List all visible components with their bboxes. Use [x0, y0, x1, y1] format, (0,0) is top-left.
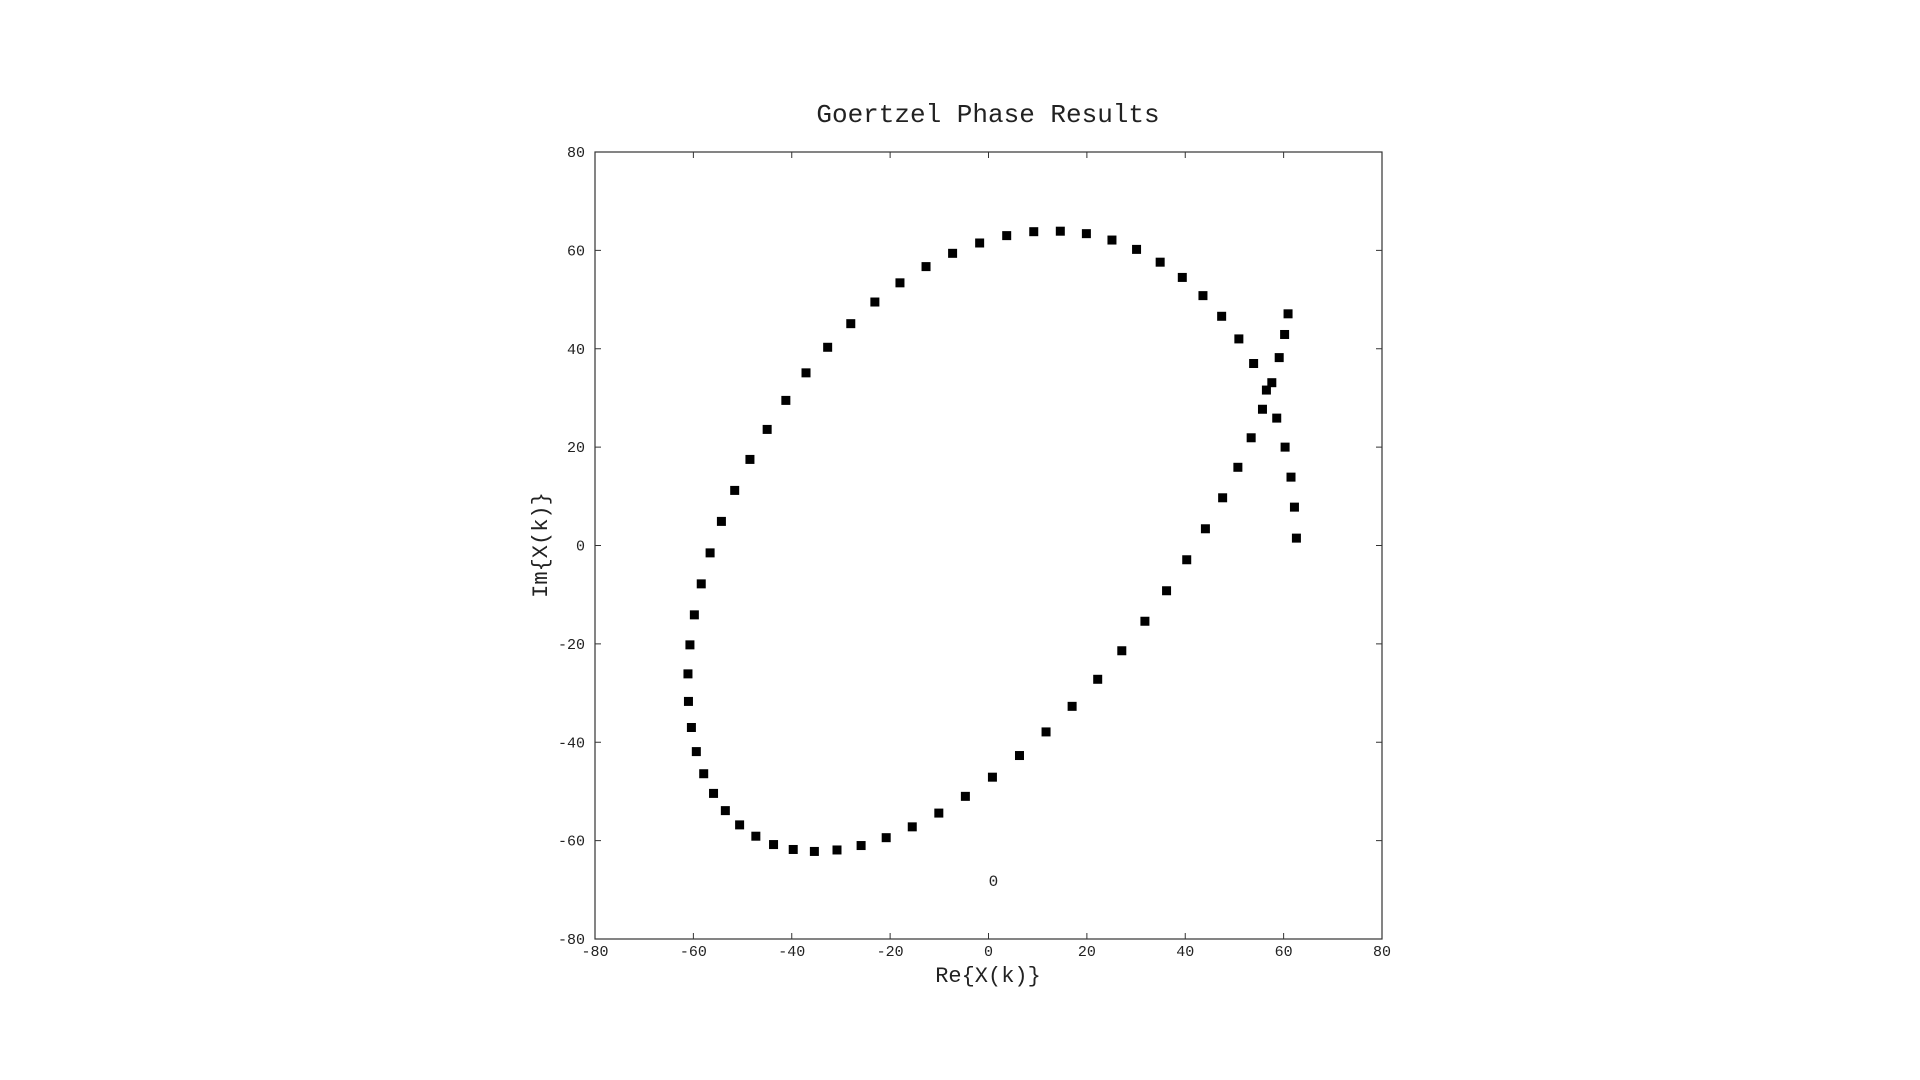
data-point [987, 772, 997, 782]
data-point [735, 820, 745, 830]
data-point [846, 319, 856, 329]
data-point [948, 248, 958, 258]
data-point [683, 669, 693, 679]
data-point [696, 579, 706, 589]
data-point [1267, 378, 1277, 388]
data-point [1093, 674, 1103, 684]
data-point [1132, 244, 1142, 254]
data-point [881, 833, 891, 843]
x-tick-label: 20 [1078, 944, 1096, 961]
data-point [870, 297, 880, 307]
data-point [856, 841, 866, 851]
data-point [1107, 235, 1117, 245]
data-point [1002, 231, 1012, 241]
chart-title: Goertzel Phase Results [816, 100, 1159, 130]
data-point [1055, 226, 1065, 236]
x-tick-label: 40 [1176, 944, 1194, 961]
data-point [1162, 586, 1172, 596]
data-point [689, 610, 699, 620]
data-point [934, 808, 944, 818]
data-point [1067, 701, 1077, 711]
x-tick-label: -60 [680, 944, 707, 961]
x-tick-label: -80 [581, 944, 608, 961]
x-tick-label: 60 [1275, 944, 1293, 961]
data-point [745, 454, 755, 464]
data-point [716, 516, 726, 526]
y-axis-label: Im{X(k)} [529, 492, 554, 598]
data-point [1155, 257, 1165, 267]
data-point [1246, 433, 1256, 443]
x-axis-label: Re{X(k)} [935, 964, 1041, 989]
data-point [832, 845, 842, 855]
data-point [691, 747, 701, 757]
x-tick-label: -20 [877, 944, 904, 961]
data-point [1234, 334, 1244, 344]
data-point [1274, 353, 1284, 363]
y-tick-label: -80 [558, 932, 585, 949]
data-point [685, 640, 695, 650]
x-axis-ticks: -80 -60 -40 -20 0 20 40 60 80 [581, 152, 1391, 961]
data-point [762, 424, 772, 434]
data-point [781, 395, 791, 405]
data-point [801, 368, 811, 378]
data-point [907, 822, 917, 832]
data-point [686, 722, 696, 732]
data-point [751, 831, 761, 841]
y-axis-ticks: 80 60 40 20 0 -20 -40 -60 -80 [558, 145, 1382, 949]
data-point [1286, 472, 1296, 482]
data-point [1200, 524, 1210, 534]
y-tick-label: -20 [558, 637, 585, 654]
data-point [1014, 751, 1024, 761]
data-point [769, 840, 779, 850]
y-tick-label: 20 [567, 440, 585, 457]
data-point [1289, 502, 1299, 512]
y-tick-label: -40 [558, 735, 585, 752]
x-tick-label: 80 [1373, 944, 1391, 961]
data-point [1182, 555, 1192, 565]
data-point [1217, 311, 1227, 321]
data-point [1140, 616, 1150, 626]
data-point [1029, 227, 1039, 237]
x-tick-label: 0 [984, 944, 993, 961]
data-point [730, 485, 740, 495]
data-point [683, 696, 693, 706]
data-points [683, 226, 1301, 856]
annotation-label: 0 [989, 873, 999, 891]
data-point [895, 278, 905, 288]
data-point [1249, 359, 1259, 369]
data-point [1257, 404, 1267, 414]
data-point [1177, 272, 1187, 282]
data-point [709, 788, 719, 798]
data-point [1261, 385, 1271, 395]
data-point [809, 846, 819, 856]
data-point [705, 548, 715, 558]
data-point [1117, 646, 1127, 656]
data-point [921, 262, 931, 272]
data-point [788, 844, 798, 854]
data-point [975, 238, 985, 248]
x-tick-label: -40 [778, 944, 805, 961]
data-point [1280, 329, 1290, 339]
plot-area-frame [594, 151, 1383, 940]
y-tick-label: 60 [567, 243, 585, 260]
data-point [960, 791, 970, 801]
data-point [823, 342, 833, 352]
data-point [1198, 291, 1208, 301]
data-point [1081, 229, 1091, 239]
data-point [1041, 727, 1051, 737]
data-point [1291, 533, 1301, 543]
data-point [720, 806, 730, 816]
y-tick-label: -60 [558, 834, 585, 851]
data-point [1283, 309, 1293, 319]
y-tick-label: 40 [567, 342, 585, 359]
y-tick-label: 80 [567, 145, 585, 162]
data-point [1272, 413, 1282, 423]
y-tick-label: 0 [576, 539, 585, 556]
data-point [1218, 493, 1228, 503]
data-point [1233, 462, 1243, 472]
data-point [699, 769, 709, 779]
data-point [1280, 442, 1290, 452]
